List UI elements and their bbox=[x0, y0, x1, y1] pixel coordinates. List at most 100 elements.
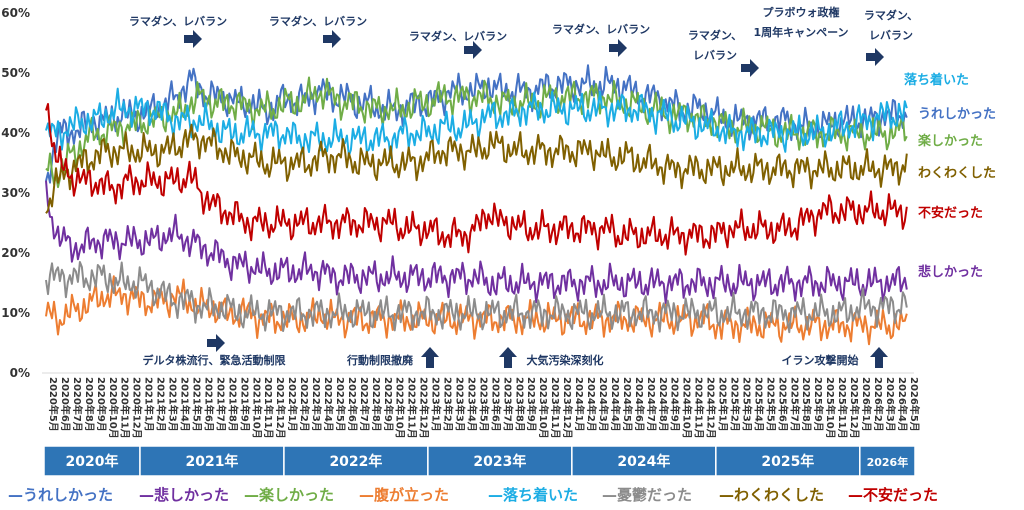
year-band-cell bbox=[139, 445, 285, 477]
event-arrow-up bbox=[421, 347, 439, 368]
event-arrow-up bbox=[499, 347, 517, 368]
series-line bbox=[45, 261, 908, 334]
x-tick-label: 2024年12月 bbox=[705, 377, 718, 439]
x-tick-label: 2022年9月 bbox=[382, 377, 395, 432]
x-tick-label: 2025年7月 bbox=[788, 377, 801, 432]
x-tick-label: 2025年3月 bbox=[740, 377, 753, 432]
x-tick-label: 2020年8月 bbox=[83, 377, 96, 432]
legend-item: —腹が立った bbox=[359, 486, 449, 504]
series-end-label: うれしかった bbox=[918, 107, 996, 122]
event-arrow-right bbox=[323, 30, 341, 48]
x-tick-label: 2025年4月 bbox=[752, 377, 765, 432]
x-tick-label: 2025年9月 bbox=[812, 377, 825, 432]
event-arrow-right bbox=[184, 30, 202, 48]
x-tick-label: 2020年7月 bbox=[71, 377, 84, 432]
x-tick-label: 2021年6月 bbox=[202, 377, 215, 432]
year-band-label: 2022年 bbox=[329, 453, 382, 470]
series-line bbox=[45, 76, 908, 189]
series-lines bbox=[45, 64, 908, 346]
x-tick-label: 2025年12月 bbox=[848, 377, 861, 439]
x-tick-label: 2020年9月 bbox=[95, 377, 108, 432]
legend-item: —うれしかった bbox=[8, 486, 113, 504]
x-tick-label: 2023年11月 bbox=[549, 377, 562, 439]
x-tick-label: 2022年4月 bbox=[322, 377, 335, 432]
x-tick-label: 2023年3月 bbox=[454, 377, 467, 432]
event-label: ラマダン、レバラン bbox=[409, 29, 507, 43]
series-line bbox=[45, 64, 908, 184]
x-tick-label: 2021年2月 bbox=[155, 377, 168, 432]
series-end-label: わくわくした bbox=[918, 166, 996, 181]
year-band-cell bbox=[715, 445, 861, 477]
x-tick-label: 2024年6月 bbox=[633, 377, 646, 432]
series-end-label: 楽しかった bbox=[917, 133, 983, 149]
x-tick-label: 2025年1月 bbox=[717, 377, 730, 432]
x-tick-label: 2024年8月 bbox=[657, 377, 670, 432]
x-tick-label: 2022年5月 bbox=[334, 377, 347, 432]
x-tick-label: 2024年11月 bbox=[693, 377, 706, 439]
x-tick-label: 2026年5月 bbox=[908, 377, 921, 432]
x-tick-label: 2024年4月 bbox=[609, 377, 622, 432]
event-label: ラマダン、レバラン bbox=[552, 22, 650, 36]
x-tick-label: 2022年10月 bbox=[394, 377, 407, 439]
event-label: ラマダン、 bbox=[688, 28, 742, 42]
year-band-label: 2021年 bbox=[185, 453, 238, 470]
event-arrow-up bbox=[870, 347, 888, 368]
x-tick-label: 2022年2月 bbox=[298, 377, 311, 432]
y-axis: 0% 10% 20% 30% 40% 50% 60% bbox=[1, 6, 30, 380]
legend-item: —わくわくした bbox=[719, 486, 824, 504]
year-band: 2020年 2021年 2022年 2023年 2024年 2025年 2026年 bbox=[43, 445, 916, 477]
x-tick-label: 2024年5月 bbox=[621, 377, 634, 432]
year-band-cell bbox=[859, 445, 916, 477]
x-tick-label: 2026年4月 bbox=[896, 377, 909, 432]
x-tick-label: 2021年8月 bbox=[226, 377, 239, 432]
x-tick-label: 2024年3月 bbox=[597, 377, 610, 432]
x-tick-label: 2023年1月 bbox=[430, 377, 443, 432]
series-line bbox=[45, 180, 908, 305]
x-tick-label: 2024年7月 bbox=[645, 377, 658, 432]
series-end-label: 落ち着いた bbox=[904, 72, 969, 88]
legend-item: —悲しかった bbox=[139, 486, 229, 504]
x-tick-label: 2023年5月 bbox=[477, 377, 490, 432]
event-label: ラマダン、レバラン bbox=[269, 14, 367, 28]
x-tick-label: 2020年12月 bbox=[131, 377, 144, 439]
year-band-cell bbox=[43, 445, 141, 477]
year-band-label: 2025年 bbox=[761, 453, 814, 470]
x-tick-label: 2021年12月 bbox=[274, 377, 287, 439]
series-line bbox=[45, 87, 908, 159]
x-tick-label: 2022年6月 bbox=[346, 377, 359, 432]
x-tick-label: 2022年1月 bbox=[286, 377, 299, 432]
x-tick-label: 2021年1月 bbox=[143, 377, 156, 432]
x-axis: 2020年5月 2020年6月 2020年7月 2020年8月 2020年9月 2020年… bbox=[42, 372, 921, 439]
legend-item: —不安だった bbox=[848, 486, 938, 504]
x-tick-label: 2021年5月 bbox=[190, 377, 203, 432]
x-tick-label: 2023年8月 bbox=[513, 377, 526, 432]
x-tick-label: 2024年9月 bbox=[669, 377, 682, 432]
x-tick-label: 2023年12月 bbox=[561, 377, 574, 439]
x-tick-label: 2021年3月 bbox=[167, 377, 180, 432]
event-label: プラボウォ政権 bbox=[763, 5, 840, 19]
x-tick-label: 2023年7月 bbox=[501, 377, 514, 432]
legend-item: —落ち着いた bbox=[488, 486, 578, 504]
x-tick-label: 2023年6月 bbox=[489, 377, 502, 432]
x-tick-label: 2023年9月 bbox=[525, 377, 538, 432]
x-tick-label: 2023年10月 bbox=[537, 377, 550, 439]
x-tick-label: 2021年7月 bbox=[214, 377, 227, 432]
event-arrow-right bbox=[866, 48, 884, 66]
x-tick-label: 2023年4月 bbox=[465, 377, 478, 432]
x-tick-label: 2022年11月 bbox=[406, 377, 419, 439]
x-tick-label: 2020年10月 bbox=[107, 377, 120, 439]
x-tick-label: 2021年4月 bbox=[179, 377, 192, 432]
event-label: ラマダン、 bbox=[864, 8, 918, 22]
series-line bbox=[45, 123, 908, 214]
year-band-label: 2024年 bbox=[617, 453, 670, 470]
event-label: デルタ株流行、緊急活動制限 bbox=[143, 353, 286, 367]
x-tick-label: 2025年8月 bbox=[800, 377, 813, 432]
event-arrow-right bbox=[207, 334, 225, 352]
y-tick-label: 10% bbox=[1, 306, 30, 320]
event-arrow-right bbox=[609, 39, 627, 57]
x-tick-label: 2020年5月 bbox=[47, 377, 60, 432]
x-tick-label: 2026年2月 bbox=[872, 377, 885, 432]
event-label: ラマダン、レバラン bbox=[129, 14, 227, 28]
